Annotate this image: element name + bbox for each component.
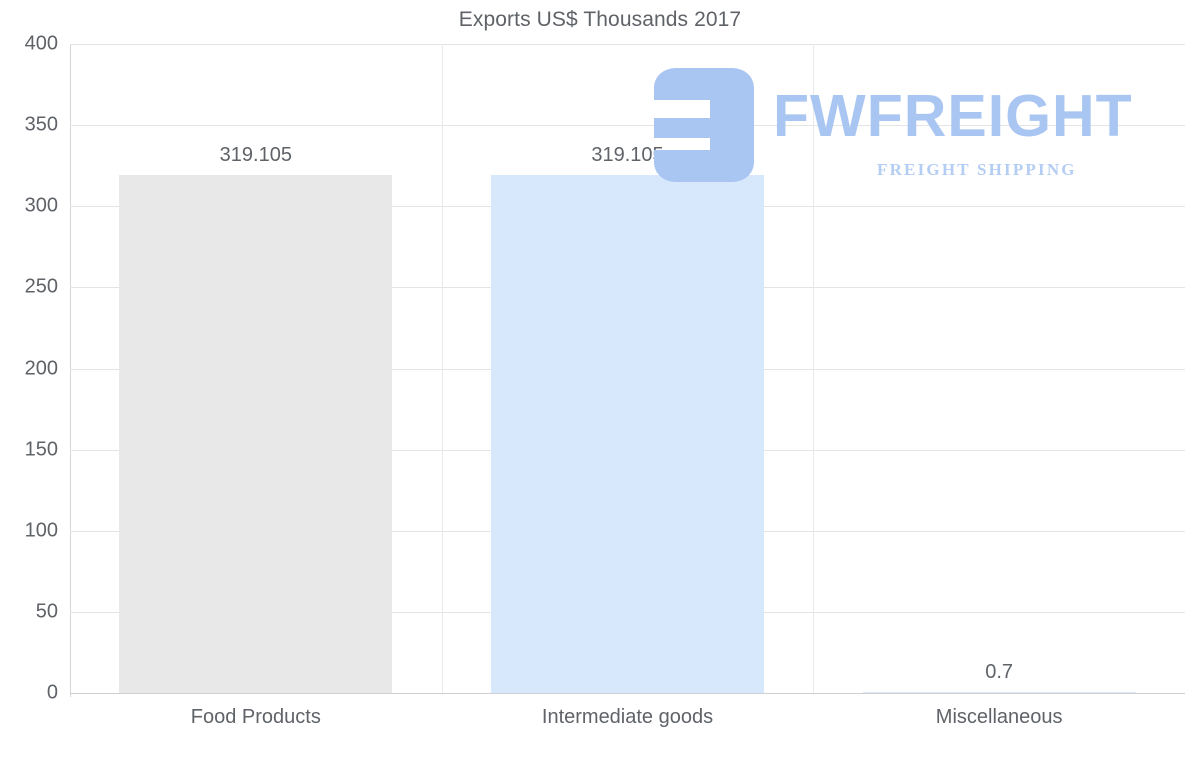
y-tick-label: 250 [24, 275, 58, 298]
bar-value-label: 319.105 [591, 144, 664, 167]
y-tick-label: 150 [24, 438, 58, 461]
y-tick-label: 0 [46, 681, 58, 704]
x-tick-label: Miscellaneous [935, 706, 1063, 728]
gridline-x-2 [813, 44, 815, 693]
plot-area: 319.105 319.105 0.7 [70, 44, 1185, 694]
y-tick-label: 350 [24, 113, 58, 136]
y-tick-label: 100 [24, 519, 58, 542]
bar[interactable] [490, 175, 765, 693]
x-tick-label: Food Products [190, 706, 321, 728]
bar[interactable] [862, 691, 1136, 693]
bar-value-label: 319.105 [219, 144, 292, 167]
y-tick-label: 200 [24, 357, 58, 379]
bar[interactable] [119, 175, 393, 693]
x-tick-label: Intermediate goods [541, 706, 714, 728]
y-tick-label: 300 [24, 194, 58, 217]
gridline-y-400 [70, 44, 1185, 45]
gridline-y-0 [70, 693, 1185, 694]
y-tick-label: 400 [24, 32, 58, 55]
bar-value-label: 0.7 [985, 660, 1014, 683]
gridline-x-1 [441, 44, 443, 693]
gridline-y-350 [70, 125, 1185, 127]
y-tick-label: 50 [35, 600, 58, 623]
y-axis-line [70, 44, 71, 697]
chart-title: Exports US$ Thousands 2017 [458, 8, 742, 31]
